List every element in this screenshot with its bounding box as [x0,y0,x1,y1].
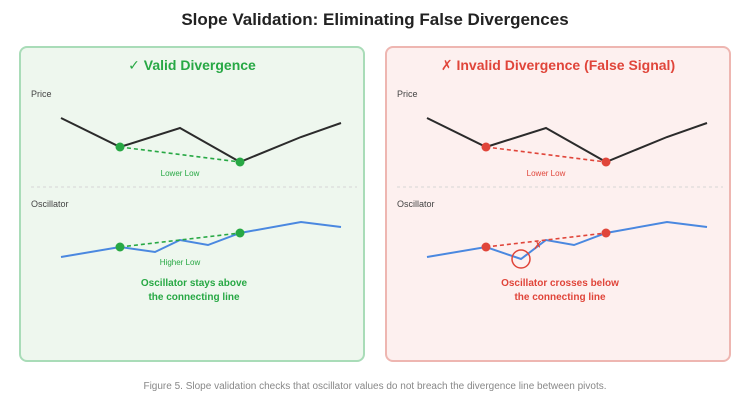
price-pivot-2 [235,157,245,167]
price-pivot-1 [115,142,125,152]
oscillator-pivot-2 [235,228,245,238]
conclusion-line-2: the connecting line [148,292,240,303]
lower-low-label: Lower Low [161,169,200,178]
valid-heading-text: Valid Divergence [143,57,256,73]
price-pivot-2 [601,157,611,167]
price-pivot-1 [481,142,491,152]
valid-diagram: Price Lower Low Oscillator Higher Low Os… [31,89,357,303]
oscillator-divergence-line [485,232,607,248]
oscillator-label: Oscillator [397,199,435,209]
price-label: Price [31,89,52,99]
oscillator-line [426,220,708,261]
breach-cross-icon: ✗ [533,240,542,252]
breach-highlight-circle [511,249,531,269]
conclusion-line-1: Oscillator stays above [141,278,248,289]
price-line [60,117,342,164]
oscillator-pivot-1 [115,242,125,252]
cross-icon: ✗ [440,57,453,73]
price-divergence-line [119,146,241,163]
page-title: Slope Validation: Eliminating False Dive… [181,10,569,29]
lower-low-label: Lower Low [527,169,566,178]
invalid-divergence-panel: ✗ Invalid Divergence (False Signal) Pric… [385,46,731,362]
oscillator-pivot-1 [481,242,491,252]
invalid-heading-text: Invalid Divergence (False Signal) [456,57,676,73]
conclusion-line-2: the connecting line [514,292,606,303]
higher-low-label: Higher Low [160,258,201,267]
oscillator-line [60,220,342,258]
valid-divergence-panel: ✓ Valid Divergence Price Lower Low Oscil… [19,46,365,362]
price-label: Price [397,89,418,99]
oscillator-pivot-2 [601,228,611,238]
oscillator-label: Oscillator [31,199,69,209]
invalid-panel-heading: ✗ Invalid Divergence (False Signal) [387,57,729,74]
price-divergence-line [485,146,607,163]
price-line [426,117,708,164]
conclusion-line-1: Oscillator crosses below [501,278,619,289]
check-icon: ✓ [128,57,140,73]
figure-caption: Figure 5. Slope validation checks that o… [143,381,607,392]
oscillator-divergence-line [119,232,241,248]
valid-panel-heading: ✓ Valid Divergence [21,57,363,74]
invalid-diagram: Price Lower Low Oscillator ✗ Oscillator … [397,89,723,303]
